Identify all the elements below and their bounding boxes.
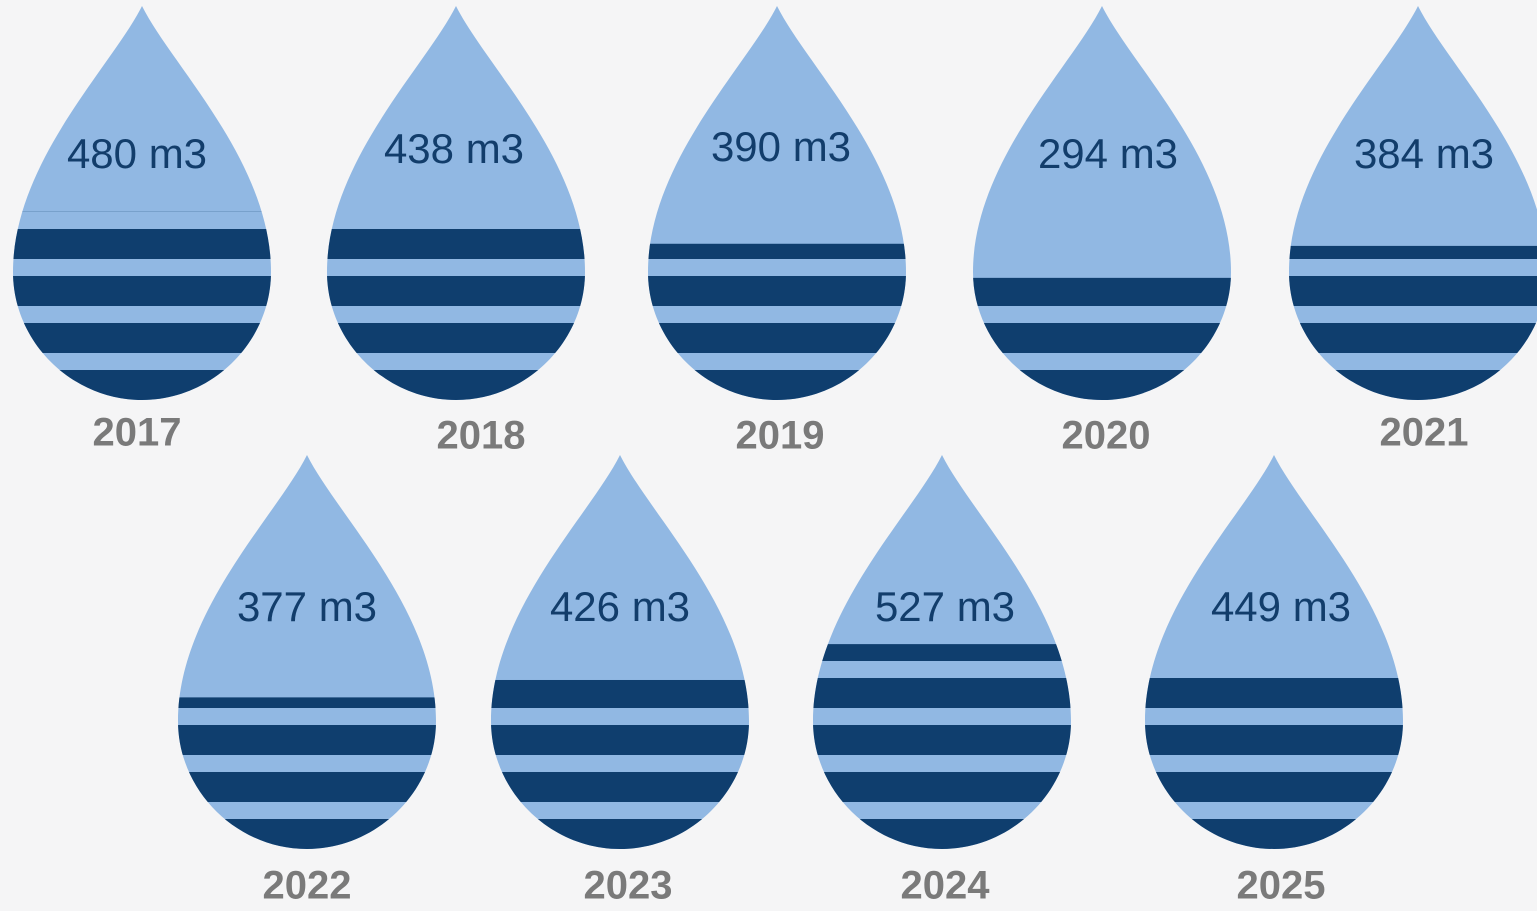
fill-stripe bbox=[13, 229, 271, 259]
fill-stripe bbox=[648, 370, 906, 400]
fill-stripe bbox=[13, 276, 271, 306]
drop-2023: 426 m3 2023 bbox=[491, 455, 749, 908]
fill-stripe bbox=[178, 819, 436, 849]
year-label: 2019 bbox=[736, 414, 825, 458]
value-label: 527 m3 bbox=[875, 583, 1015, 630]
fill-stripe bbox=[327, 276, 585, 306]
fill-stripe bbox=[648, 323, 906, 353]
value-label: 449 m3 bbox=[1211, 583, 1351, 630]
drop-2022: 377 m3 2022 bbox=[178, 455, 436, 908]
fill-stripe bbox=[491, 679, 749, 708]
fill-stripe bbox=[1145, 772, 1403, 802]
fill-stripe bbox=[648, 243, 906, 259]
fill-stripe bbox=[178, 697, 436, 708]
fill-stripe bbox=[13, 370, 271, 400]
fill-stripe bbox=[973, 277, 1231, 306]
drop-2019: 390 m3 2019 bbox=[648, 6, 906, 458]
fill-stripe bbox=[327, 370, 585, 400]
year-label: 2018 bbox=[437, 414, 526, 458]
value-label: 426 m3 bbox=[550, 583, 690, 630]
value-label: 384 m3 bbox=[1354, 130, 1494, 177]
year-label: 2025 bbox=[1237, 864, 1326, 908]
year-label: 2017 bbox=[93, 411, 182, 455]
fill-stripe bbox=[813, 644, 1071, 661]
drop-2025: 449 m3 2025 bbox=[1145, 455, 1403, 908]
fill-stripe bbox=[327, 323, 585, 353]
year-label: 2022 bbox=[263, 864, 352, 908]
fill-stripe bbox=[1289, 245, 1537, 259]
drops-group: 480 m3 2017 438 m3 2018 390 m3 2019 294 m3 2020… bbox=[13, 6, 1537, 908]
fill-stripe bbox=[1145, 725, 1403, 755]
drop-2020: 294 m3 2020 bbox=[973, 6, 1231, 458]
fill-stripe bbox=[1289, 370, 1537, 400]
year-label: 2021 bbox=[1380, 411, 1469, 455]
fill-stripe bbox=[813, 678, 1071, 708]
fill-stripe bbox=[13, 323, 271, 353]
year-label: 2020 bbox=[1062, 414, 1151, 458]
fill-stripe bbox=[327, 229, 585, 259]
fill-stripe bbox=[813, 819, 1071, 849]
drop-2024: 527 m3 2024 bbox=[813, 455, 1071, 908]
value-label: 390 m3 bbox=[711, 123, 851, 170]
fill-stripe bbox=[648, 276, 906, 306]
fill-stripe bbox=[1145, 678, 1403, 708]
fill-stripe bbox=[1289, 276, 1537, 306]
fill-stripe bbox=[178, 772, 436, 802]
fill-stripe bbox=[1145, 819, 1403, 849]
drop-2018: 438 m3 2018 bbox=[327, 6, 585, 458]
fill-stripe bbox=[813, 772, 1071, 802]
value-label: 294 m3 bbox=[1038, 130, 1178, 177]
drop-2021: 384 m3 2021 bbox=[1289, 6, 1537, 455]
value-label: 377 m3 bbox=[237, 583, 377, 630]
drop-2017: 480 m3 2017 bbox=[13, 6, 271, 455]
fill-stripe bbox=[178, 725, 436, 755]
fill-level-stripes bbox=[13, 211, 271, 400]
fill-stripe bbox=[491, 819, 749, 849]
fill-level-stripes bbox=[973, 277, 1231, 400]
fill-stripe bbox=[973, 323, 1231, 353]
value-label: 438 m3 bbox=[384, 125, 524, 172]
fill-stripe bbox=[813, 725, 1071, 755]
fill-stripe bbox=[973, 370, 1231, 400]
fill-stripe bbox=[491, 725, 749, 755]
fill-stripe bbox=[491, 772, 749, 802]
value-label: 480 m3 bbox=[67, 130, 207, 177]
year-label: 2024 bbox=[901, 864, 991, 908]
fill-stripe bbox=[1289, 323, 1537, 353]
year-label: 2023 bbox=[584, 864, 673, 908]
